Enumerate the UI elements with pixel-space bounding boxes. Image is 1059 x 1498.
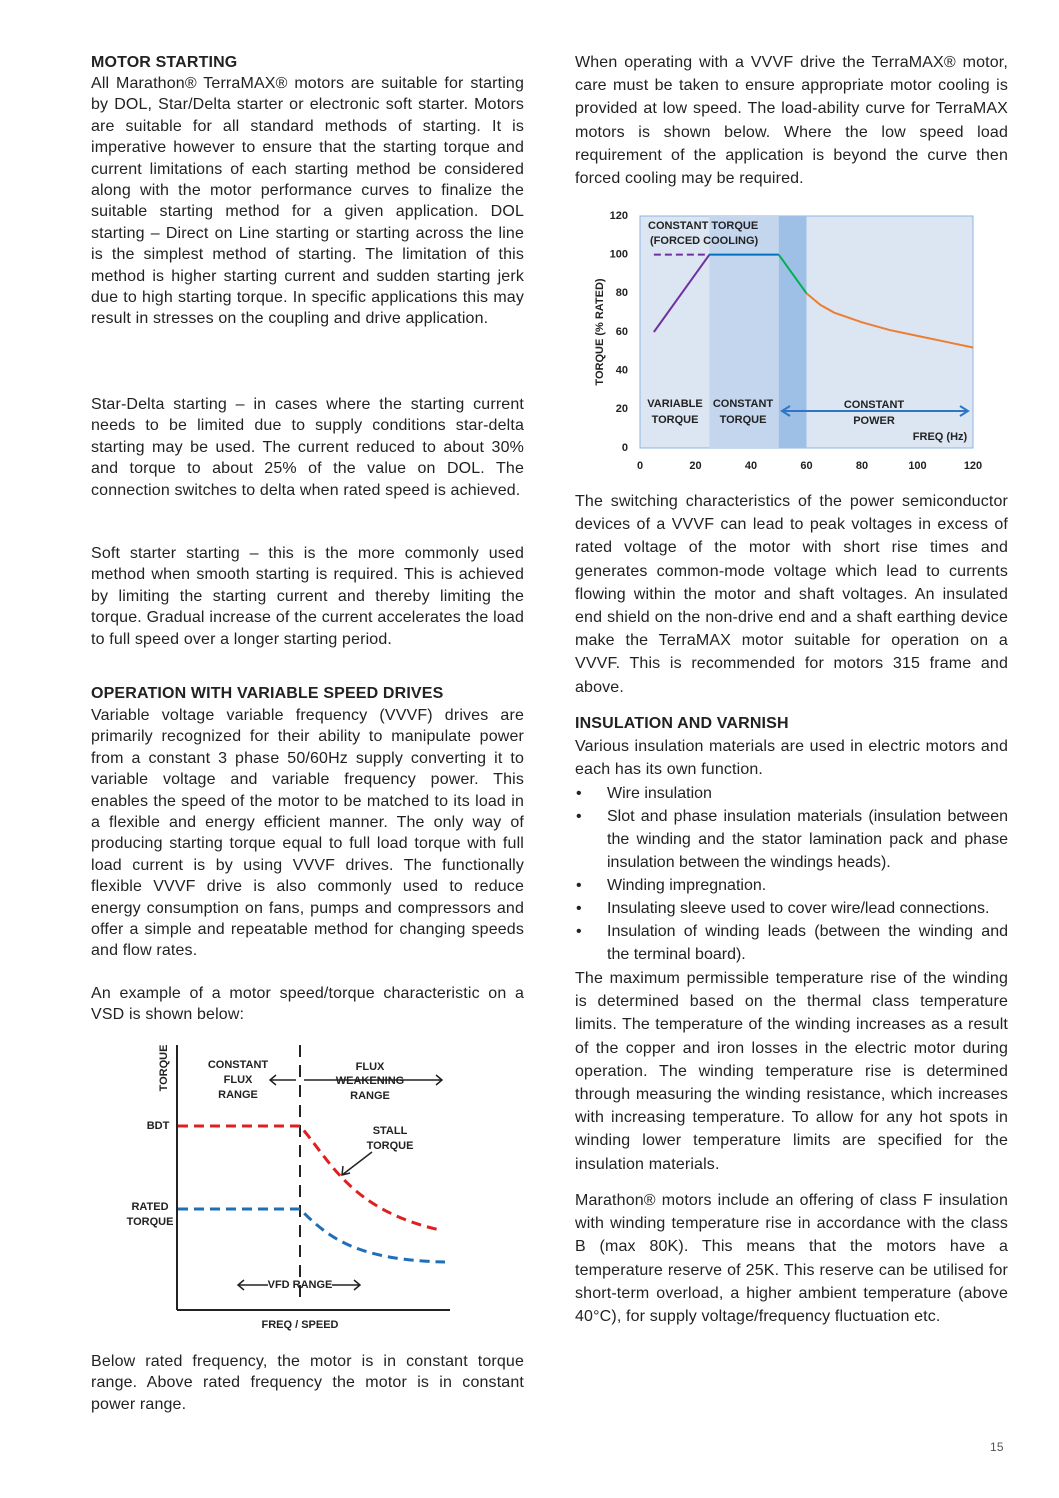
stall-curve [178,1124,441,1232]
bullet: Insulation of winding leads (between the… [576,920,1008,966]
annotation: VARIABLE [647,398,702,410]
annotation: POWER [853,415,895,427]
rated-curve [178,1207,446,1264]
range-arrows [268,1074,444,1086]
range-label: RANGE [350,1090,390,1102]
y-tick-label: 80 [616,287,628,299]
load-ability-chart: 0 20 40 60 80 100 120 0 20 40 60 80 100 120 TORQUE (% … [594,210,982,472]
x-tick-label: 120 [964,460,982,472]
annotation: CONSTANT [844,399,905,411]
paragraph: An example of a motor speed/torque chara… [91,985,524,1024]
x-tick-label: 0 [637,460,643,472]
range-label: CONSTANT [208,1059,269,1071]
paragraph: Star-Delta starting – in cases where the… [91,396,524,499]
stall-label: STALL [373,1125,408,1137]
y-tick-label: 20 [616,403,628,415]
y-tick-label: 40 [616,365,628,377]
rated-label: TORQUE [127,1216,174,1228]
y-tick-label: 60 [616,326,628,338]
heading: OPERATION WITH VARIABLE SPEED DRIVES [91,685,444,702]
page-number: 15 [990,1440,1004,1454]
x-tick-label: 20 [689,460,701,472]
annotation: CONSTANT [713,398,774,410]
paragraph: Various insulation materials are used in… [575,738,1008,779]
speed-torque-figure: TORQUE BDT RATED TORQUE CONSTANT FLUX RA… [127,1045,450,1331]
range-label: RANGE [218,1089,258,1101]
bullet: Insulating sleeve used to cover wire/lea… [576,897,1008,920]
x-tick-label: 100 [908,460,926,472]
x-tick-label: 40 [745,460,757,472]
range-arrow [780,405,970,417]
annotation: FREQ (Hz) [913,431,968,443]
x-tick-label: 60 [800,460,812,472]
bullet: Wire insulation [576,782,1008,805]
heading: MOTOR STARTING [91,54,238,71]
heading: INSULATION AND VARNISH [575,715,789,732]
paragraph: The maximum permissible temperature rise… [575,970,1008,1173]
y-tick-label: 0 [622,442,628,454]
annotation: CONSTANT TORQUE [648,220,758,232]
annotation: TORQUE [720,414,767,426]
y-tick-label: 100 [610,249,628,261]
paragraph: The switching characteristics of the pow… [575,493,1008,696]
range-label: FLUX [356,1061,385,1073]
x-label: FREQ / SPEED [261,1319,338,1331]
paragraph: Variable voltage variable frequency (VVV… [91,707,524,960]
series-line [777,254,808,294]
bullet: Slot and phase insulation materials (ins… [576,805,1008,875]
y-tick-label: 120 [610,210,628,222]
stall-label: TORQUE [367,1140,414,1152]
paragraph: When operating with a VVVF drive the Ter… [575,54,1008,188]
annotation: TORQUE [652,414,699,426]
series-line [805,292,974,349]
paragraph: All Marathon® TerraMAX® motors are suita… [91,75,524,328]
rated-label: RATED [131,1201,168,1213]
annotation: (FORCED COOLING) [650,235,758,247]
paragraph: Marathon® motors include an offering of … [575,1192,1008,1326]
range-label: WEAKENING [336,1075,404,1087]
y-axis-label: TORQUE (% RATED) [594,278,606,385]
stall-arrow [341,1151,373,1176]
x-tick-label: 80 [856,460,868,472]
bdt-label: BDT [147,1120,170,1132]
y-label: TORQUE [158,1045,170,1092]
series-line [653,254,711,333]
paragraph: Soft starter starting – this is the more… [91,545,524,648]
band [778,216,807,448]
bullet: Winding impregnation. [576,874,1008,897]
range-label: FLUX [224,1074,253,1086]
vfd-label: VFD RANGE [268,1279,333,1291]
vfd-arrows [236,1279,362,1291]
paragraph: Below rated frequency, the motor is in c… [91,1353,524,1413]
